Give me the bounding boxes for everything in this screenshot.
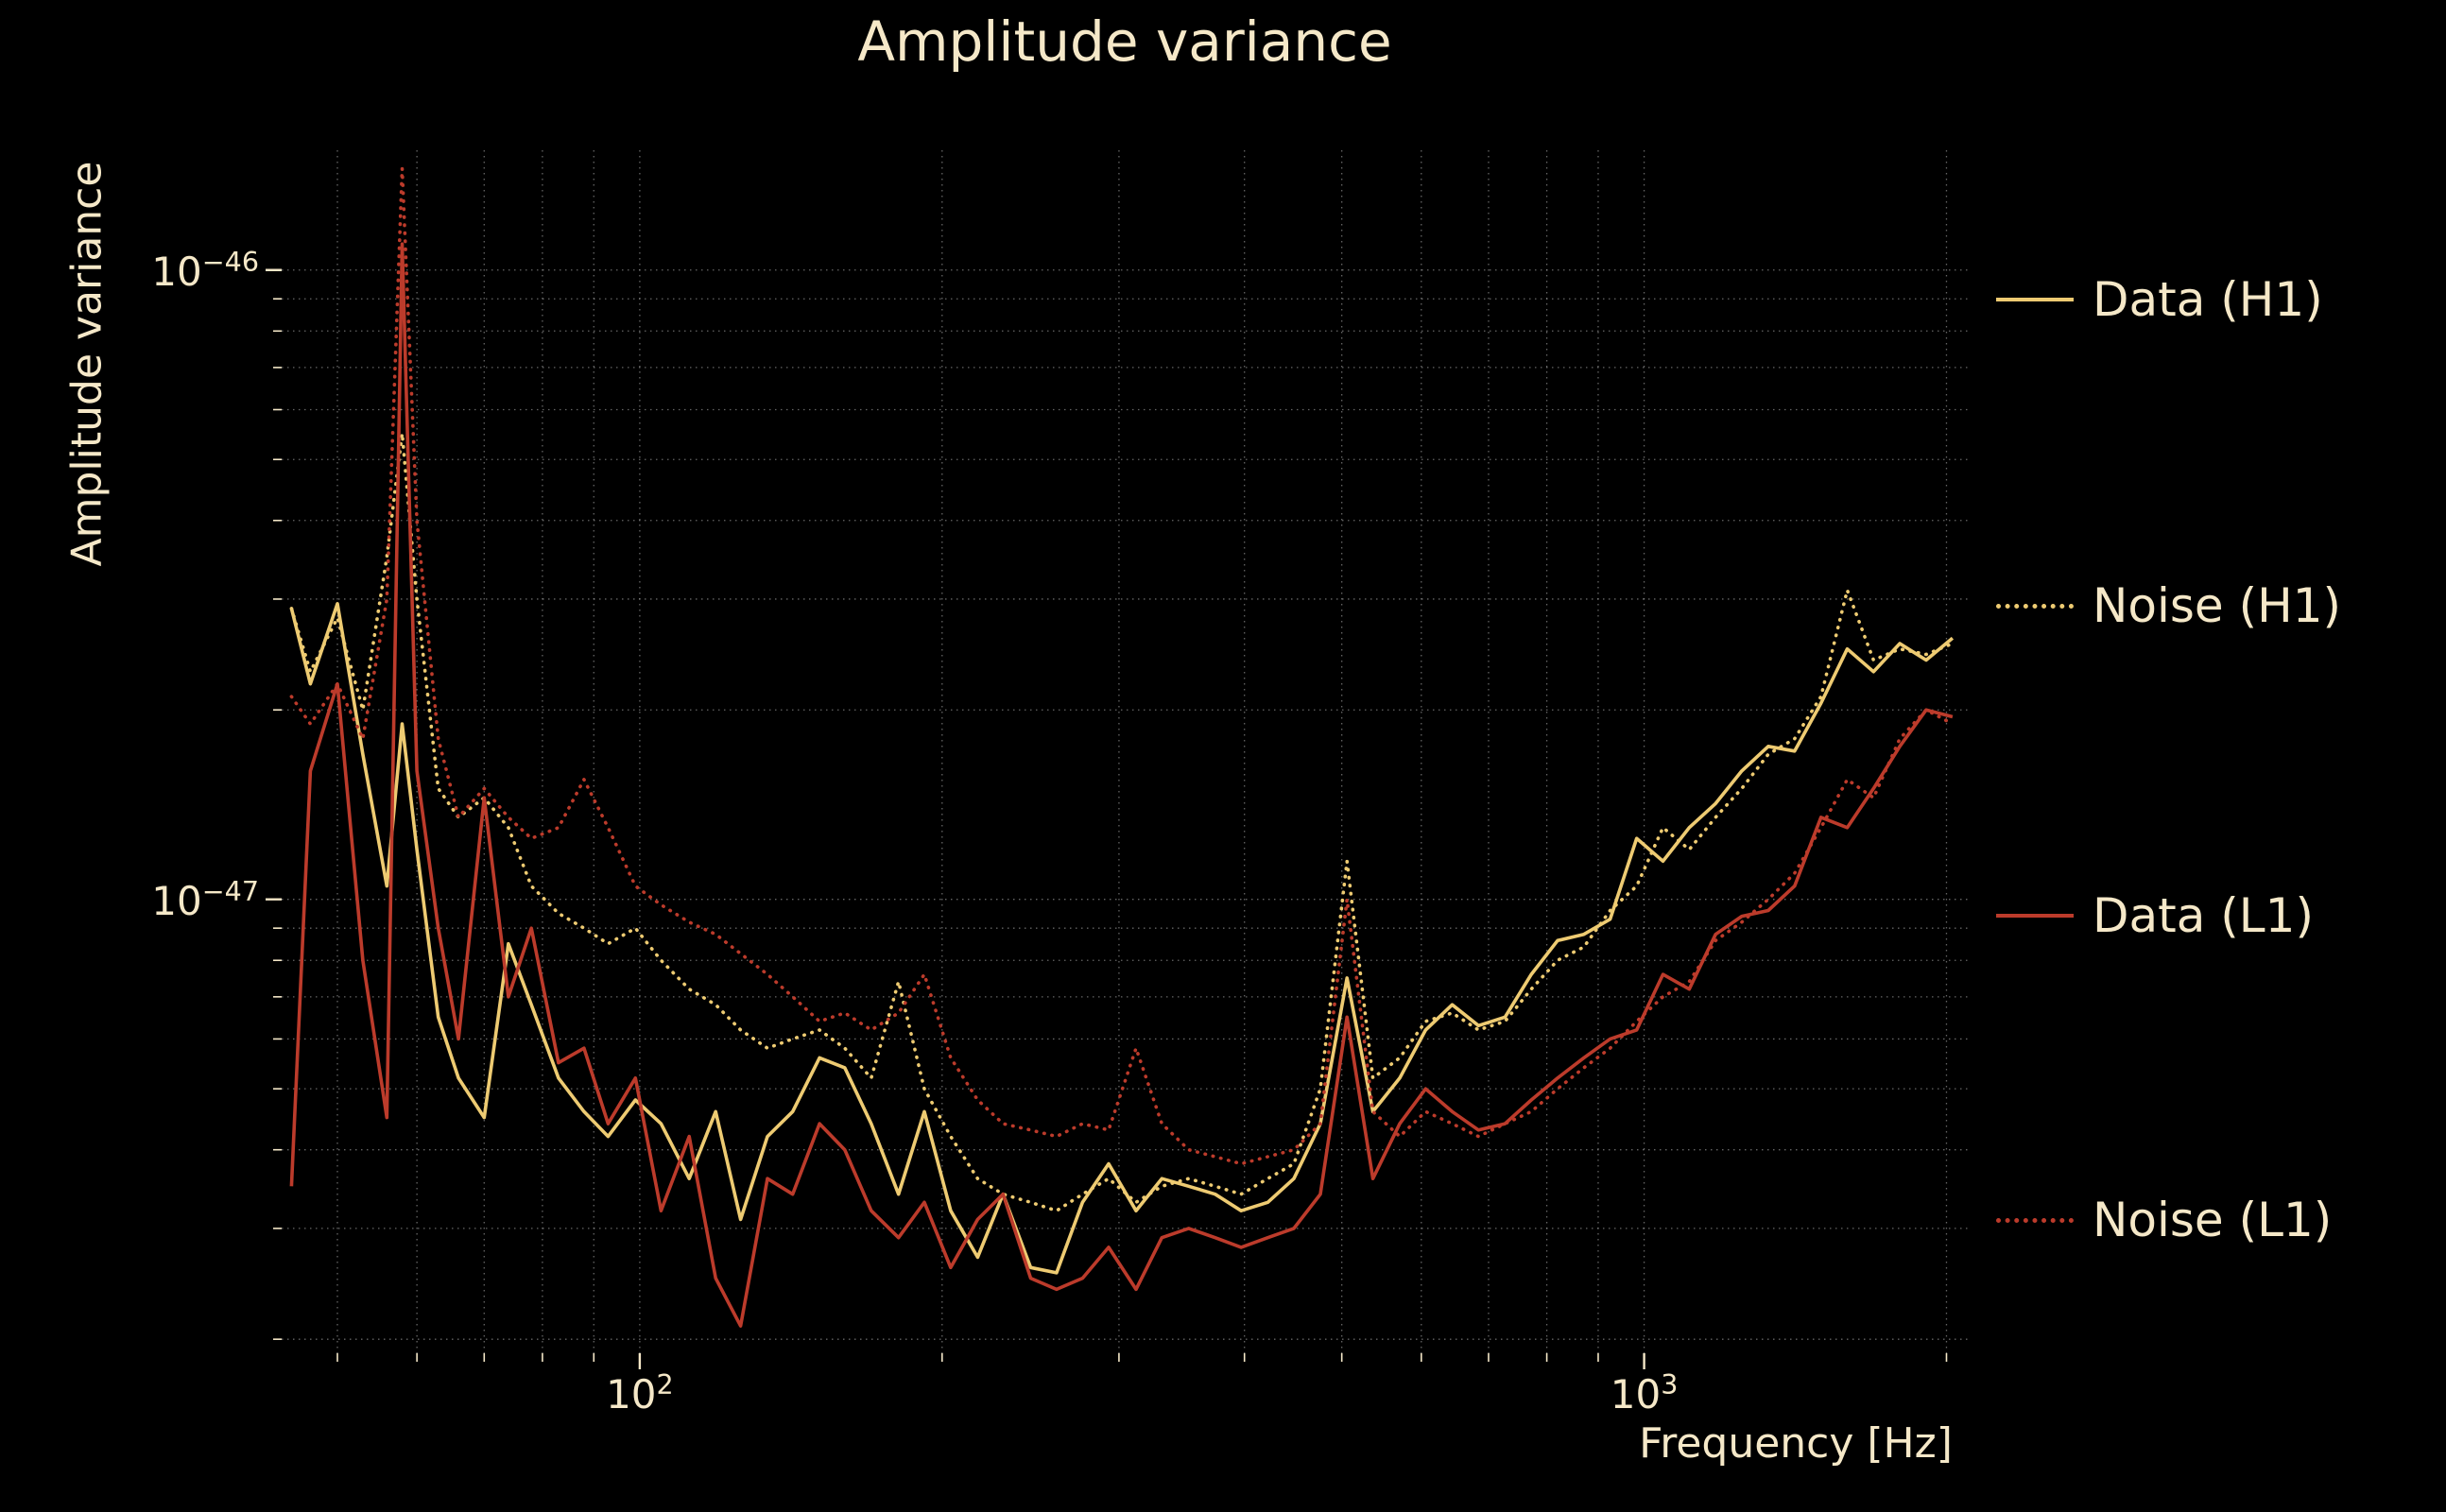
- x-axis-label: Frequency [Hz]: [1639, 1419, 1953, 1468]
- legend-line-sample-data-l1: [1996, 914, 2074, 918]
- legend-entry-data-l1: Data (L1): [1996, 888, 2314, 943]
- y-tick-label-1e-46: 10−46: [151, 245, 259, 295]
- legend-line-sample-data-h1: [1996, 298, 2074, 301]
- x-tick-label-100: 102: [606, 1368, 674, 1418]
- legend-entry-data-h1: Data (H1): [1996, 272, 2323, 327]
- x-tick-label-1000: 103: [1610, 1368, 1679, 1418]
- legend-entry-noise-h1: Noise (H1): [1996, 578, 2341, 633]
- y-tick-label-1e-47: 10−47: [151, 874, 259, 924]
- legend-line-sample-noise-h1: [1996, 603, 2074, 609]
- y-axis-label: Amplitude variance: [62, 161, 112, 567]
- legend-entry-noise-l1: Noise (L1): [1996, 1193, 2332, 1247]
- legend-line-sample-noise-l1: [1996, 1217, 2074, 1223]
- legend-label-data-h1: Data (H1): [2093, 272, 2323, 327]
- legend-label-data-l1: Data (L1): [2093, 888, 2314, 943]
- legend-label-noise-h1: Noise (H1): [2093, 578, 2342, 633]
- chart-title: Amplitude variance: [857, 9, 1392, 74]
- legend-label-noise-l1: Noise (L1): [2093, 1193, 2333, 1247]
